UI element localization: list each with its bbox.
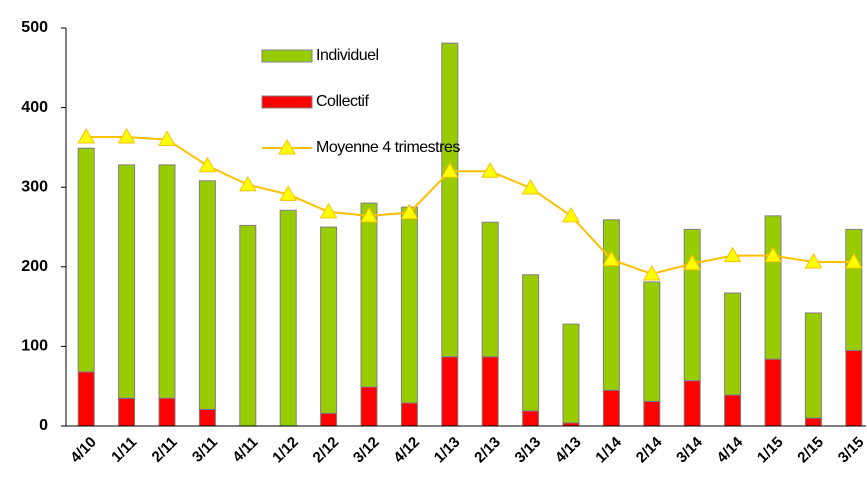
marker	[77, 128, 96, 144]
bar	[683, 380, 701, 427]
marker	[481, 162, 500, 178]
marker	[683, 254, 702, 271]
x-tick-label: 4/12	[390, 434, 423, 467]
bar	[764, 215, 782, 360]
x-tick-label: 3/14	[673, 433, 706, 466]
bar	[522, 274, 540, 412]
bar	[118, 397, 136, 427]
marker	[158, 130, 176, 146]
x-tick-label: 4/14	[714, 433, 747, 466]
marker	[319, 202, 338, 219]
bar	[481, 221, 499, 358]
x-tick-label: 4/13	[552, 434, 585, 467]
legend-label: Moyenne 4 trimestres	[316, 139, 460, 156]
legend-marker	[278, 138, 296, 155]
x-tick-label: 4/11	[229, 434, 261, 466]
x-tick-label: 2/13	[471, 434, 504, 467]
x-tick-label: 2/14	[633, 433, 666, 466]
bar	[77, 147, 95, 373]
marker	[238, 175, 257, 192]
bar	[441, 42, 459, 358]
bar	[804, 417, 822, 427]
bar	[602, 389, 620, 427]
marker	[117, 128, 136, 144]
x-tick-label: 1/15	[754, 434, 787, 467]
marker	[279, 185, 298, 201]
bar	[360, 202, 378, 388]
bar	[643, 281, 661, 402]
y-tick-label: 0	[39, 417, 48, 434]
bar	[77, 371, 95, 427]
bar	[602, 219, 620, 391]
x-tick-label: 2/12	[310, 434, 343, 467]
x-tick-label: 1/12	[269, 434, 302, 467]
bar	[360, 386, 378, 427]
x-tick-label: 3/12	[350, 434, 383, 467]
marker	[440, 162, 459, 178]
x-tick-label: 3/13	[512, 434, 545, 467]
y-tick-label: 400	[21, 99, 48, 116]
bar	[279, 209, 297, 427]
bar	[198, 180, 216, 410]
y-tick-label: 100	[21, 338, 48, 355]
marker	[360, 206, 378, 223]
legend-swatch	[261, 49, 313, 63]
bar	[400, 206, 418, 404]
bar	[239, 224, 257, 427]
bar	[724, 394, 742, 427]
bar	[158, 164, 176, 399]
bar	[683, 228, 701, 382]
bar	[481, 356, 499, 427]
marker	[804, 253, 823, 269]
x-tick-label: 4/10	[67, 434, 100, 467]
marker	[642, 264, 661, 281]
marker	[844, 253, 863, 269]
marker	[198, 156, 217, 173]
x-tick-label: 1/13	[431, 434, 464, 467]
bar	[158, 397, 176, 427]
bar	[320, 412, 338, 427]
bar	[400, 402, 418, 427]
marker	[562, 206, 580, 223]
bar	[118, 164, 136, 399]
bar	[724, 292, 742, 396]
x-tick-label: 2/11	[149, 434, 181, 466]
bar	[643, 400, 661, 427]
marker	[723, 246, 742, 263]
x-tick-label: 1/11	[108, 434, 140, 466]
y-tick-label: 500	[21, 19, 48, 36]
bar	[764, 358, 782, 427]
marker	[521, 178, 540, 195]
bar	[522, 410, 540, 427]
x-tick-label: 3/15	[835, 434, 867, 467]
x-tick-label: 1/14	[592, 433, 625, 466]
bar	[198, 408, 216, 427]
bar	[804, 312, 822, 419]
bar	[845, 349, 863, 427]
y-tick-label: 300	[21, 178, 48, 195]
y-tick-label: 200	[21, 258, 48, 275]
x-tick-label: 3/11	[189, 434, 221, 466]
marker	[764, 246, 782, 263]
x-tick-label: 2/15	[794, 434, 827, 467]
bar	[562, 323, 580, 424]
bar	[441, 356, 459, 427]
bar	[845, 228, 863, 351]
legend-swatch	[261, 95, 313, 109]
bar	[320, 226, 338, 414]
legend-label: Collectif	[316, 93, 369, 110]
marker	[602, 250, 621, 267]
marker	[400, 203, 419, 220]
legend-label: Individuel	[316, 47, 379, 64]
